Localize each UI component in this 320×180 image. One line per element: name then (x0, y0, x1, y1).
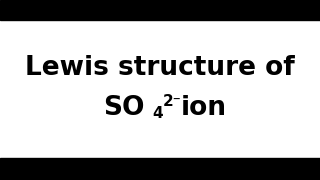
Bar (0, 0, 320, 20)
Text: 4: 4 (152, 107, 163, 122)
Text: 2⁻: 2⁻ (163, 94, 182, 109)
Bar (0, 158, 320, 180)
Text: Lewis structure of: Lewis structure of (25, 55, 295, 81)
Text: SO: SO (103, 95, 145, 121)
Text: ion: ion (181, 95, 227, 121)
